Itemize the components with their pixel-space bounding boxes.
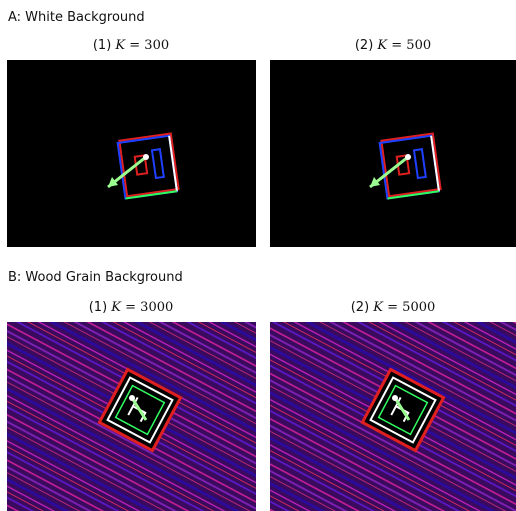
math-equation: = 300 <box>129 38 169 53</box>
math-symbol: K <box>372 300 384 315</box>
panel-index: (1) <box>93 38 111 53</box>
panel-index: (2) <box>355 38 373 53</box>
math-equation: = 3000 <box>125 300 173 315</box>
image-panel <box>270 60 516 247</box>
image-panel <box>7 322 256 511</box>
panel-index: (1) <box>89 300 107 315</box>
image-panel <box>270 322 516 511</box>
section-title: A: White Background <box>8 10 145 25</box>
panel-label: (1) K = 300 <box>93 38 169 53</box>
panel-label: (2) K = 5000 <box>351 300 436 315</box>
math-equation: = 500 <box>391 38 431 53</box>
math-equation: = 5000 <box>387 300 435 315</box>
panel-label: (2) K = 500 <box>355 38 431 53</box>
panel-label: (1) K = 3000 <box>89 300 174 315</box>
section-title: B: Wood Grain Background <box>8 270 183 285</box>
math-symbol: K <box>376 38 388 53</box>
figure: A: White Background (1) K = 300 (2) K = … <box>0 0 516 511</box>
math-symbol: K <box>114 38 126 53</box>
panel-index: (2) <box>351 300 369 315</box>
image-panel <box>7 60 256 247</box>
math-symbol: K <box>110 300 122 315</box>
